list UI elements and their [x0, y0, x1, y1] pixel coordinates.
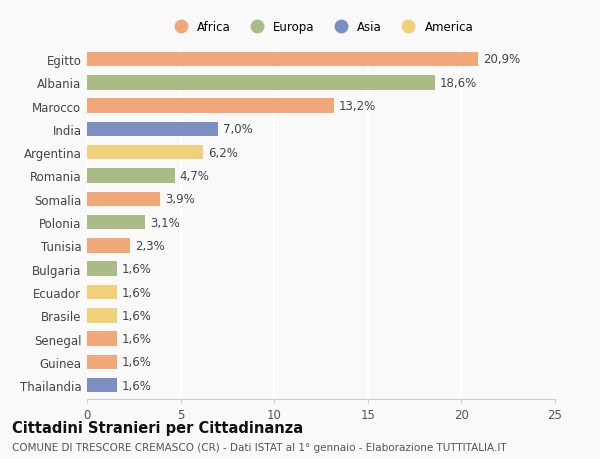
Text: 1,6%: 1,6%	[122, 379, 152, 392]
Bar	[87, 192, 160, 207]
Text: 2,3%: 2,3%	[135, 240, 164, 252]
Text: 1,6%: 1,6%	[122, 332, 152, 345]
Text: 1,6%: 1,6%	[122, 286, 152, 299]
Bar	[87, 262, 117, 276]
Text: 1,6%: 1,6%	[122, 309, 152, 322]
Text: COMUNE DI TRESCORE CREMASCO (CR) - Dati ISTAT al 1° gennaio - Elaborazione TUTTI: COMUNE DI TRESCORE CREMASCO (CR) - Dati …	[12, 442, 506, 452]
Text: 7,0%: 7,0%	[223, 123, 253, 136]
Text: 6,2%: 6,2%	[208, 146, 238, 159]
Bar	[87, 169, 175, 183]
Legend: Africa, Europa, Asia, America: Africa, Europa, Asia, America	[166, 19, 476, 36]
Text: 18,6%: 18,6%	[440, 77, 477, 90]
Bar	[87, 76, 435, 90]
Bar	[87, 146, 203, 160]
Bar	[87, 285, 117, 300]
Bar	[87, 215, 145, 230]
Text: 13,2%: 13,2%	[339, 100, 376, 113]
Text: 3,1%: 3,1%	[150, 216, 179, 229]
Text: 4,7%: 4,7%	[179, 170, 209, 183]
Bar	[87, 99, 334, 113]
Bar	[87, 53, 478, 67]
Text: 1,6%: 1,6%	[122, 263, 152, 275]
Bar	[87, 239, 130, 253]
Bar	[87, 123, 218, 137]
Text: 20,9%: 20,9%	[483, 53, 520, 67]
Bar	[87, 378, 117, 392]
Text: 1,6%: 1,6%	[122, 356, 152, 369]
Bar	[87, 332, 117, 346]
Text: 3,9%: 3,9%	[164, 193, 194, 206]
Text: Cittadini Stranieri per Cittadinanza: Cittadini Stranieri per Cittadinanza	[12, 420, 303, 435]
Bar	[87, 355, 117, 369]
Bar	[87, 308, 117, 323]
